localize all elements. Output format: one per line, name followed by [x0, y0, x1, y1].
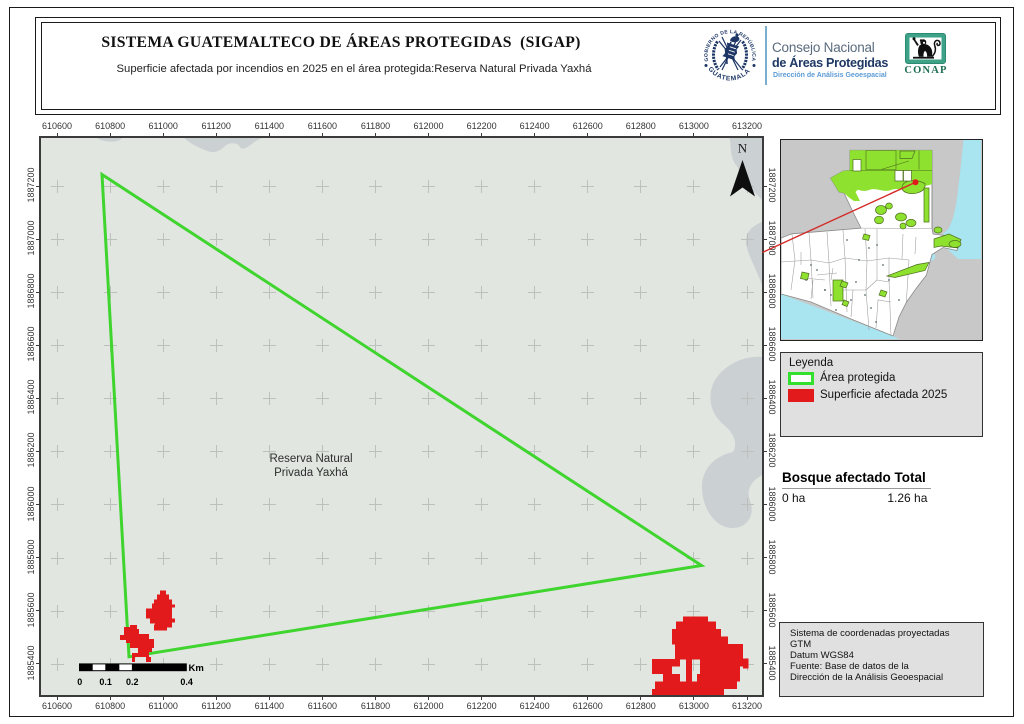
- svg-text:GUATEMALA: GUATEMALA: [707, 66, 752, 83]
- svg-text:Reserva Natural: Reserva Natural: [269, 453, 352, 465]
- svg-text:Privada Yaxhá: Privada Yaxhá: [274, 467, 348, 479]
- svg-text:0.1: 0.1: [99, 677, 112, 687]
- svg-text:0.4: 0.4: [180, 677, 193, 687]
- svg-text:N: N: [738, 140, 748, 155]
- svg-text:0: 0: [77, 677, 82, 687]
- svg-text:0.2: 0.2: [126, 677, 139, 687]
- svg-text:Km: Km: [189, 663, 204, 674]
